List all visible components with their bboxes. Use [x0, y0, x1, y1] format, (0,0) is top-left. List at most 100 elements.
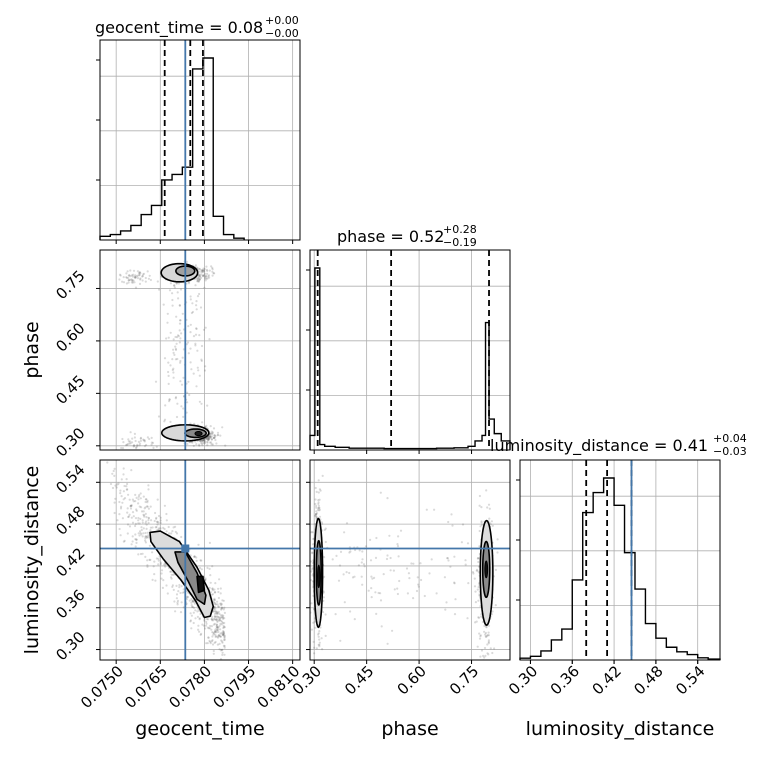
- sample-point: [168, 398, 171, 401]
- sample-point: [197, 267, 200, 270]
- sample-point: [222, 633, 225, 637]
- sample-point: [119, 507, 123, 510]
- sample-point: [142, 272, 146, 275]
- sample-point: [216, 625, 219, 629]
- sample-point: [215, 635, 218, 638]
- sample-point: [176, 357, 179, 361]
- sample-point: [217, 605, 220, 608]
- sample-point: [174, 335, 177, 339]
- sample-point: [349, 550, 352, 553]
- sample-point: [214, 630, 217, 633]
- sample-point: [120, 446, 123, 450]
- sample-point: [127, 281, 130, 284]
- sample-point: [215, 442, 218, 445]
- sample-point: [135, 496, 138, 499]
- sample-point: [179, 380, 182, 383]
- sample-point: [125, 478, 128, 481]
- sample-point: [348, 551, 351, 554]
- sample-point: [223, 634, 226, 637]
- sample-point: [176, 334, 180, 337]
- sample-point: [163, 527, 166, 531]
- sample-point: [196, 295, 200, 298]
- sample-point: [199, 275, 202, 278]
- sample-point: [189, 619, 192, 622]
- sample-point: [318, 641, 321, 644]
- sample-point: [147, 488, 150, 491]
- sample-point: [138, 505, 141, 508]
- sample-point: [130, 505, 133, 508]
- sample-point: [172, 348, 175, 351]
- sample-point: [478, 632, 481, 635]
- sample-point: [311, 531, 314, 534]
- sample-point: [146, 505, 149, 508]
- sample-point: [198, 292, 201, 296]
- sample-point: [311, 567, 314, 570]
- sample-point: [170, 577, 173, 580]
- sample-point: [145, 520, 148, 523]
- sample-point: [393, 588, 396, 591]
- sample-point: [216, 626, 219, 630]
- sample-point: [408, 577, 411, 580]
- sample-point: [482, 654, 485, 658]
- sample-point: [211, 274, 214, 277]
- sample-point: [126, 443, 129, 446]
- title-phase-sub: −0.19: [443, 236, 477, 249]
- sample-point: [357, 564, 360, 567]
- sample-point: [163, 357, 167, 360]
- sample-point: [171, 585, 174, 589]
- sample-point: [213, 605, 216, 609]
- sample-point: [213, 436, 216, 439]
- sample-point: [447, 559, 450, 562]
- sample-point: [189, 331, 192, 334]
- sample-point: [195, 385, 198, 388]
- sample-point: [210, 640, 214, 643]
- sample-point: [204, 277, 207, 280]
- sample-point: [317, 507, 320, 510]
- sample-point: [142, 439, 145, 442]
- sample-point: [144, 535, 147, 538]
- sample-point: [113, 467, 116, 470]
- sample-point: [159, 516, 162, 519]
- sample-point: [203, 619, 206, 622]
- sample-point: [216, 612, 219, 615]
- sample-point: [195, 443, 198, 446]
- sample-point: [198, 334, 201, 337]
- sample-point: [209, 425, 212, 428]
- sample-point: [209, 435, 212, 439]
- sample-point: [156, 280, 159, 283]
- sample-point: [491, 610, 494, 613]
- sample-point: [127, 277, 130, 280]
- sample-point: [221, 648, 224, 652]
- sample-point: [207, 275, 210, 278]
- sample-point: [190, 311, 193, 315]
- sample-point: [216, 434, 219, 437]
- sample-point: [222, 644, 225, 648]
- sample-point: [213, 615, 216, 619]
- sample-point: [131, 437, 134, 440]
- sample-point: [136, 270, 139, 273]
- sample-point: [178, 322, 182, 325]
- sample-point: [214, 582, 217, 585]
- sample-point: [159, 521, 162, 525]
- sample-point: [199, 306, 203, 309]
- sample-point: [199, 633, 202, 637]
- sample-point: [198, 444, 201, 447]
- sample-point: [367, 589, 370, 592]
- x-tick-label-geocent_time: 0.0750: [77, 662, 127, 712]
- sample-point: [187, 282, 191, 285]
- sample-point: [444, 608, 447, 611]
- sample-point: [206, 436, 209, 439]
- sample-point: [132, 500, 135, 503]
- sample-point: [178, 341, 181, 344]
- sample-point: [221, 653, 224, 657]
- sample-point: [339, 639, 342, 642]
- sample-point: [128, 274, 131, 277]
- sample-point: [216, 629, 219, 632]
- sample-point: [129, 505, 132, 508]
- sample-point: [173, 286, 176, 289]
- sample-point: [453, 581, 456, 584]
- sample-point: [129, 431, 132, 434]
- sample-point: [190, 368, 193, 371]
- sample-point: [211, 635, 214, 638]
- sample-point: [211, 587, 214, 590]
